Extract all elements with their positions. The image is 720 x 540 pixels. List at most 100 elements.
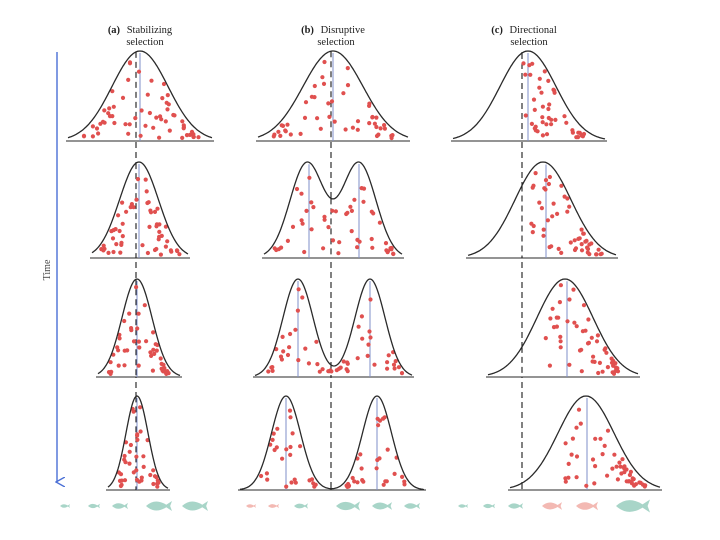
individual-dot — [391, 251, 396, 257]
individual-dot — [122, 363, 127, 368]
individual-dot — [315, 116, 320, 121]
individual-dot — [174, 248, 180, 253]
individual-dot — [107, 114, 113, 119]
fish-body — [182, 501, 208, 511]
individual-dot — [152, 209, 158, 214]
individual-dot — [355, 245, 360, 250]
individual-dot — [118, 250, 123, 255]
fish-body — [112, 502, 128, 510]
individual-dot — [165, 93, 170, 98]
individual-dot — [129, 202, 134, 207]
fish-row — [60, 499, 650, 513]
column-b-letter: (b) — [301, 25, 314, 36]
distribution-curve — [487, 278, 639, 376]
individual-dot — [371, 211, 376, 216]
individual-dot — [322, 214, 327, 219]
fish-c-6 — [616, 499, 650, 513]
individual-dot — [159, 117, 164, 122]
individual-dot — [577, 130, 582, 135]
individual-dot — [617, 460, 622, 465]
individual-dot — [547, 245, 552, 250]
individual-dot — [356, 324, 361, 329]
individual-dot — [547, 174, 553, 180]
individual-dot — [136, 339, 141, 344]
individual-dot — [370, 114, 375, 120]
individual-dot — [285, 122, 290, 127]
individual-dot — [558, 345, 563, 350]
individual-dot — [568, 240, 573, 245]
individual-dot — [180, 119, 185, 124]
individual-dot — [579, 242, 584, 247]
individual-dot — [149, 78, 154, 83]
individual-dot — [376, 423, 381, 428]
individual-dot — [126, 77, 131, 82]
individual-dot — [370, 245, 375, 250]
time-label: Time — [42, 259, 53, 280]
individual-dot — [327, 114, 332, 119]
individual-dot — [148, 350, 153, 355]
individual-dot — [284, 484, 289, 489]
individual-dot — [118, 483, 123, 489]
individual-dot — [597, 360, 603, 365]
individual-dot — [542, 69, 547, 74]
individual-dot — [135, 432, 140, 437]
individual-dot — [399, 371, 405, 376]
individual-dot — [303, 100, 309, 105]
individual-dot — [541, 233, 546, 238]
individual-dot — [596, 247, 601, 252]
individual-dot — [559, 183, 564, 188]
individual-dot — [542, 186, 547, 191]
individual-dot — [613, 365, 619, 370]
individual-dot — [537, 76, 542, 81]
individual-dot — [620, 457, 625, 462]
individual-dot — [598, 252, 603, 257]
individual-dot — [372, 362, 377, 367]
individual-dot — [330, 238, 336, 243]
fish-c-1 — [458, 504, 468, 508]
individual-dot — [590, 457, 596, 462]
individual-dot — [269, 365, 274, 370]
individual-dot — [163, 119, 168, 124]
individual-dot — [102, 246, 107, 251]
individual-dot — [171, 112, 176, 118]
individual-dot — [336, 251, 341, 256]
individual-dot — [125, 348, 130, 353]
individual-dot — [543, 178, 549, 183]
individual-dot — [157, 229, 162, 234]
individual-dot — [290, 431, 295, 436]
individual-dot — [154, 348, 159, 353]
individual-dot — [127, 60, 133, 65]
individual-dot — [164, 100, 169, 105]
individual-dot — [320, 75, 325, 80]
individual-dot — [126, 131, 131, 136]
individual-dot — [293, 480, 298, 485]
individual-dot — [540, 120, 545, 125]
distribution-curve — [257, 50, 409, 138]
individual-dot — [575, 135, 581, 140]
individual-dot — [275, 426, 280, 431]
individual-dot — [279, 357, 284, 362]
individual-dot — [544, 132, 550, 137]
column-a-title: (a) Stabilizing — [108, 25, 173, 36]
individual-dot — [322, 59, 327, 65]
individual-dot — [547, 363, 553, 368]
individual-dot — [151, 330, 156, 335]
individual-dot — [94, 126, 100, 131]
curve-fill — [240, 396, 424, 490]
individual-dot — [311, 205, 316, 210]
individual-dot — [360, 478, 365, 483]
individual-dot — [376, 132, 381, 137]
column-a-title-line1: Stabilizing — [127, 25, 173, 36]
individual-dot — [574, 425, 579, 430]
individual-dot — [593, 436, 598, 441]
curve-fill — [453, 51, 605, 141]
fish-body — [542, 502, 562, 510]
individual-dot — [110, 236, 116, 241]
individual-dot — [544, 122, 549, 127]
individual-dot — [537, 85, 542, 90]
individual-dot — [127, 461, 132, 466]
individual-dot — [609, 356, 614, 361]
individual-dot — [574, 324, 579, 329]
individual-dot — [556, 246, 561, 251]
fish-a-5 — [182, 501, 208, 511]
